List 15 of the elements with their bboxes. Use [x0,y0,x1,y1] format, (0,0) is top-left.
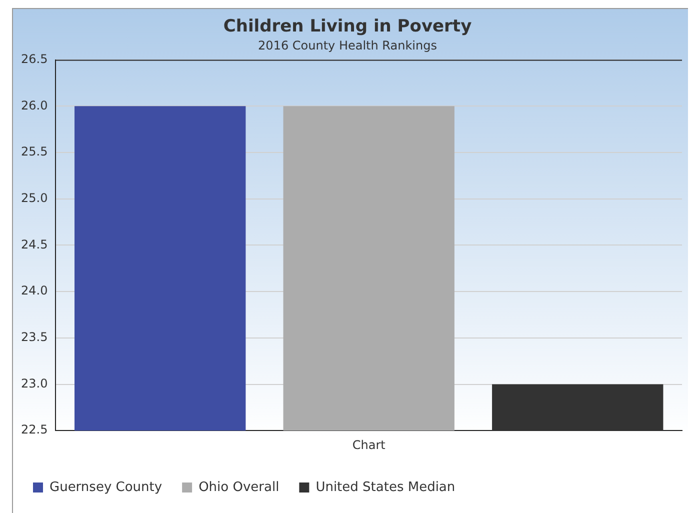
legend-label: Guernsey County [50,480,162,495]
legend-label: United States Median [316,480,456,495]
y-tick-label: 26.0 [21,98,48,112]
chart-subtitle: 2016 County Health Rankings [258,38,437,53]
y-tick-label: 26.5 [21,52,48,66]
y-tick-label: 24.5 [21,237,48,252]
y-tick-label: 25.5 [21,144,48,159]
chart-title: Children Living in Poverty [223,16,472,37]
y-tick-label: 23.5 [21,330,48,344]
x-tick-label: Chart [352,438,386,452]
legend-label: Ohio Overall [198,480,280,495]
y-tick-label: 24.0 [21,284,48,298]
y-tick-label: 23.0 [21,376,48,390]
y-tick-label: 25.0 [21,190,48,205]
y-tick-label: 22.5 [21,422,48,437]
